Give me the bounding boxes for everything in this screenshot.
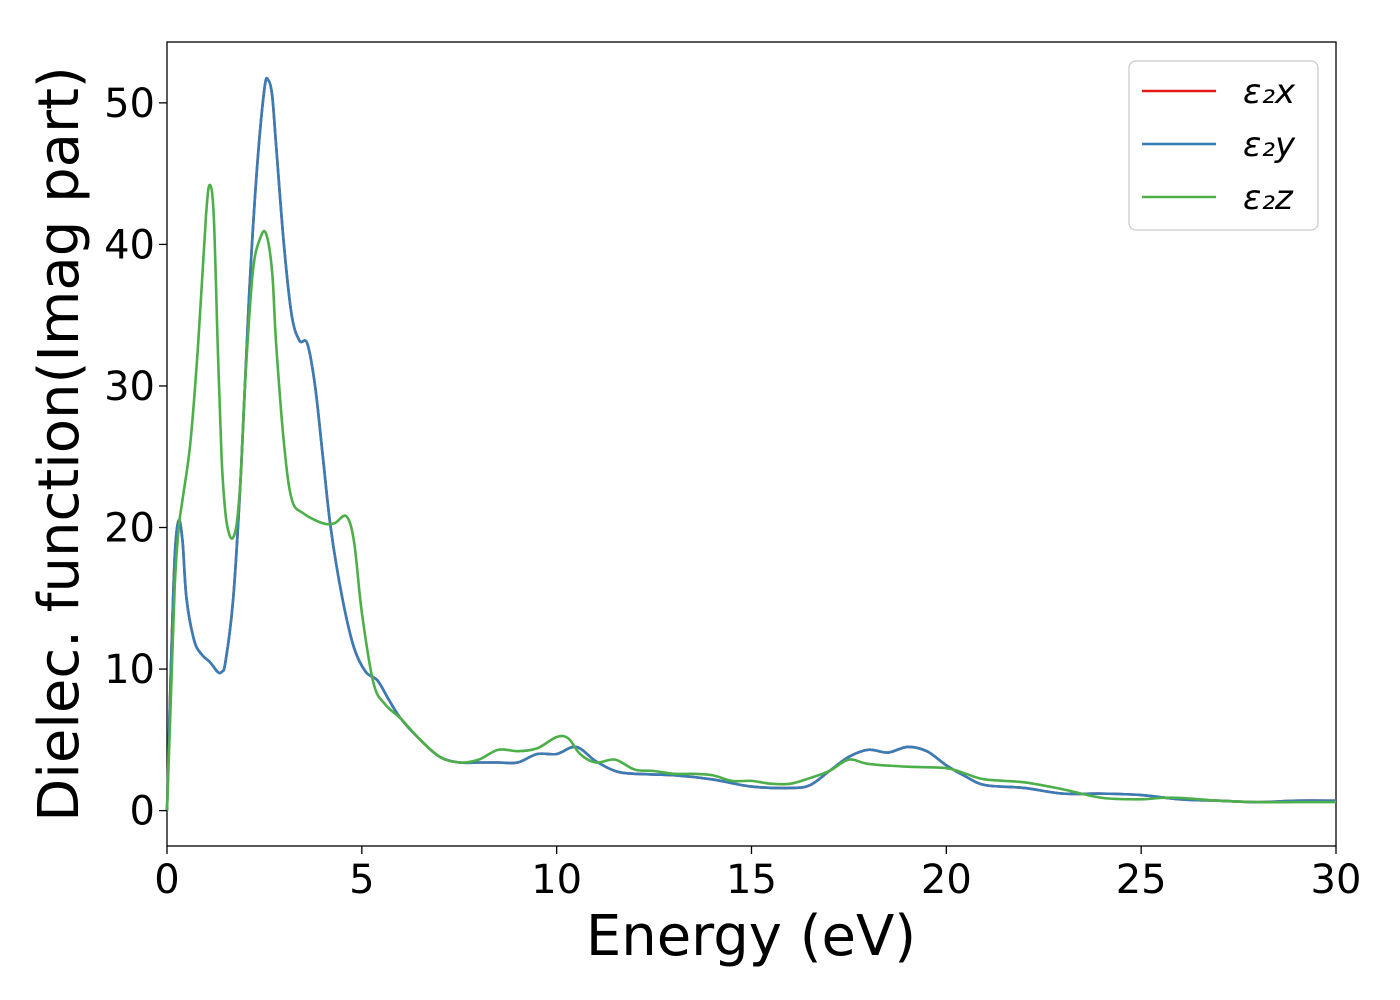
y-axis-label: Dielec. function(Imag part) <box>27 66 92 822</box>
x-ticks: 0 5 10 15 20 25 30 <box>154 846 1361 903</box>
legend-label-0: ε₂x <box>1243 72 1296 112</box>
legend: ε₂x ε₂y ε₂z <box>1128 60 1319 231</box>
series-layer <box>165 76 1337 811</box>
y-tick-label: 0 <box>130 789 155 835</box>
x-tick-label: 25 <box>1116 857 1167 903</box>
series-line-2 <box>165 183 1336 811</box>
x-tick-label: 0 <box>154 857 179 903</box>
x-axis-label: Energy (eV) <box>586 904 916 969</box>
x-tick-label: 15 <box>726 857 777 903</box>
y-tick-label: 30 <box>104 364 155 410</box>
y-tick-label: 40 <box>104 222 155 268</box>
legend-box <box>1128 60 1319 231</box>
y-tick-label: 20 <box>104 506 155 552</box>
y-tick-label: 10 <box>104 647 155 693</box>
legend-label-1: ε₂y <box>1243 125 1296 165</box>
x-tick-label: 10 <box>531 857 582 903</box>
y-tick-label: 50 <box>104 81 155 127</box>
y-ticks: 0 10 20 30 40 50 <box>104 81 167 835</box>
legend-label-2: ε₂z <box>1243 178 1294 218</box>
x-tick-label: 5 <box>349 857 374 903</box>
x-tick-label: 30 <box>1311 857 1362 903</box>
x-tick-label: 20 <box>921 857 972 903</box>
